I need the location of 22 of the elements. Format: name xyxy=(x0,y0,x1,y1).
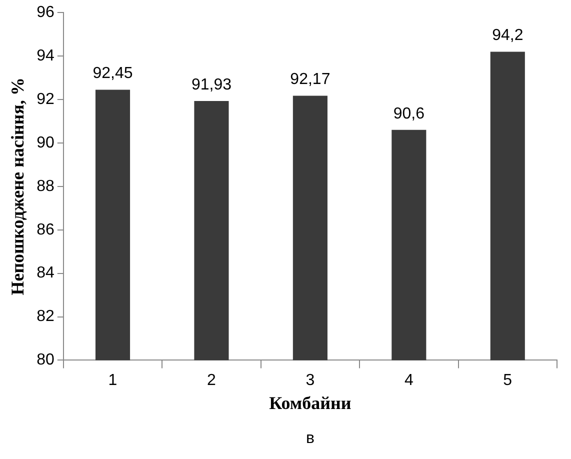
x-tick-label: 3 xyxy=(306,372,315,390)
x-tick-label: 4 xyxy=(404,372,414,390)
y-tick-label: 84 xyxy=(36,264,54,282)
y-tick-label: 92 xyxy=(36,90,54,108)
y-tick-label: 86 xyxy=(36,221,54,238)
y-tick-label: 82 xyxy=(36,308,54,326)
x-tick-label: 2 xyxy=(207,372,216,390)
y-tick-label: 88 xyxy=(36,178,54,195)
x-axis-title: Комбайни xyxy=(269,392,352,413)
x-tick-label: 5 xyxy=(503,372,512,390)
y-tick-label: 94 xyxy=(36,47,54,64)
x-tick-label: 1 xyxy=(108,372,118,390)
data-label: 90,6 xyxy=(393,105,425,122)
data-label: 92,17 xyxy=(290,71,330,88)
data-label: 94,2 xyxy=(492,27,524,44)
y-tick-label: 96 xyxy=(36,4,54,22)
y-tick-label: 80 xyxy=(36,352,54,369)
data-label: 91,93 xyxy=(191,76,232,94)
text: в xyxy=(306,430,314,447)
y-tick-label: 90 xyxy=(36,134,54,152)
data-label: 92,45 xyxy=(92,65,133,82)
y-axis-title: Непошкоджене насіння, % xyxy=(7,78,28,296)
